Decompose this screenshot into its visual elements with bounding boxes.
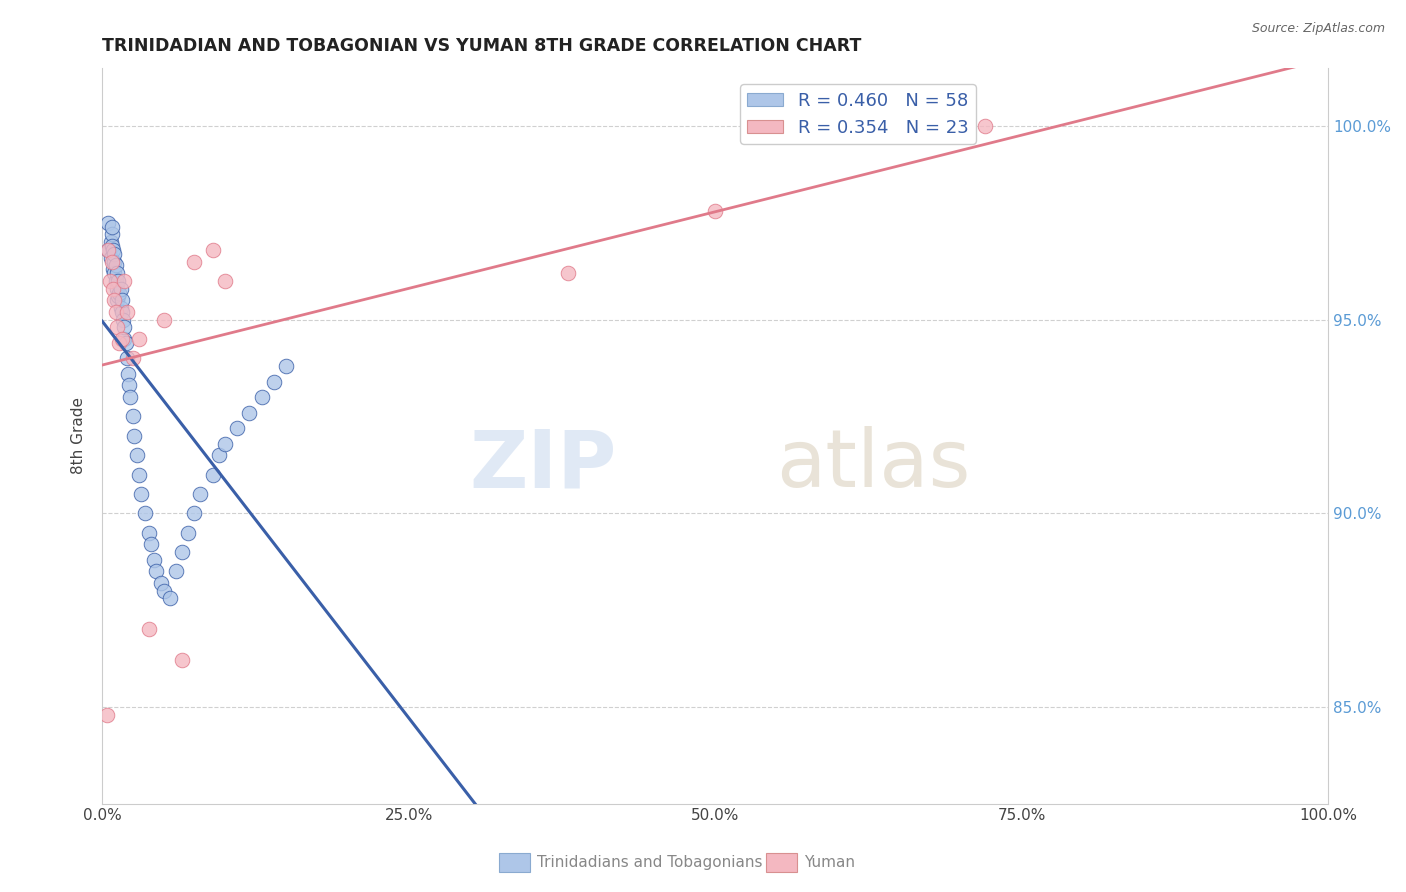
Point bbox=[152, 312, 174, 326]
Point bbox=[134, 506, 156, 520]
Point bbox=[97, 243, 120, 257]
Point bbox=[117, 367, 139, 381]
Point bbox=[152, 583, 174, 598]
Point bbox=[170, 545, 193, 559]
Text: Source: ZipAtlas.com: Source: ZipAtlas.com bbox=[1251, 22, 1385, 36]
Point bbox=[105, 282, 128, 296]
Point bbox=[101, 239, 124, 253]
Point bbox=[170, 653, 193, 667]
Point bbox=[165, 564, 187, 578]
Point bbox=[122, 429, 145, 443]
Point bbox=[238, 406, 260, 420]
Point bbox=[128, 467, 150, 482]
Point bbox=[121, 409, 143, 424]
Point bbox=[214, 436, 236, 450]
Point bbox=[104, 274, 127, 288]
Point bbox=[103, 254, 125, 268]
Point bbox=[104, 305, 127, 319]
Point bbox=[112, 274, 135, 288]
Point bbox=[103, 262, 125, 277]
Point bbox=[105, 320, 128, 334]
Point bbox=[111, 293, 134, 308]
Point bbox=[208, 448, 231, 462]
Point bbox=[183, 506, 205, 520]
Y-axis label: 8th Grade: 8th Grade bbox=[72, 397, 86, 475]
Point bbox=[263, 375, 285, 389]
Point bbox=[131, 487, 153, 501]
Point bbox=[101, 254, 124, 268]
Point bbox=[201, 467, 224, 482]
Point bbox=[138, 623, 160, 637]
Point bbox=[96, 707, 118, 722]
Point bbox=[150, 576, 173, 591]
Point bbox=[103, 293, 125, 308]
Point bbox=[120, 390, 142, 404]
Point bbox=[177, 525, 200, 540]
Point bbox=[188, 487, 211, 501]
Point bbox=[105, 266, 128, 280]
Point bbox=[111, 305, 134, 319]
Point bbox=[100, 235, 122, 250]
Point bbox=[226, 421, 249, 435]
Point bbox=[111, 332, 134, 346]
Point bbox=[104, 259, 127, 273]
Point bbox=[101, 227, 124, 242]
Text: atlas: atlas bbox=[776, 426, 972, 504]
Point bbox=[115, 305, 138, 319]
Point bbox=[138, 525, 160, 540]
Point bbox=[704, 204, 727, 219]
Text: ZIP: ZIP bbox=[470, 426, 617, 504]
Text: Trinidadians and Tobagonians: Trinidadians and Tobagonians bbox=[537, 855, 762, 870]
Point bbox=[128, 332, 150, 346]
Point bbox=[112, 320, 135, 334]
Point bbox=[107, 274, 129, 288]
Point bbox=[110, 282, 132, 296]
Legend: R = 0.460   N = 58, R = 0.354   N = 23: R = 0.460 N = 58, R = 0.354 N = 23 bbox=[740, 85, 976, 144]
Point bbox=[183, 254, 205, 268]
Point bbox=[145, 564, 167, 578]
Point bbox=[274, 359, 297, 373]
Point bbox=[108, 335, 131, 350]
Text: TRINIDADIAN AND TOBAGONIAN VS YUMAN 8TH GRADE CORRELATION CHART: TRINIDADIAN AND TOBAGONIAN VS YUMAN 8TH … bbox=[103, 37, 862, 55]
Point bbox=[557, 266, 579, 280]
Point bbox=[103, 282, 125, 296]
Point bbox=[103, 247, 125, 261]
Point bbox=[159, 591, 181, 606]
Point bbox=[115, 351, 138, 366]
Text: Yuman: Yuman bbox=[804, 855, 855, 870]
Point bbox=[108, 285, 131, 300]
Point bbox=[201, 243, 224, 257]
Point bbox=[98, 274, 121, 288]
Point bbox=[114, 335, 136, 350]
Point bbox=[214, 274, 236, 288]
Point bbox=[103, 243, 125, 257]
Point bbox=[103, 266, 125, 280]
Point bbox=[121, 351, 143, 366]
Point bbox=[141, 537, 163, 551]
Point bbox=[107, 289, 129, 303]
Point bbox=[101, 219, 124, 234]
Point bbox=[125, 448, 148, 462]
Point bbox=[142, 552, 165, 566]
Point bbox=[105, 293, 128, 308]
Point bbox=[973, 119, 995, 133]
Point bbox=[97, 216, 120, 230]
Point bbox=[250, 390, 273, 404]
Point bbox=[97, 243, 120, 257]
Point bbox=[100, 251, 122, 265]
Point bbox=[112, 312, 135, 326]
Point bbox=[110, 301, 132, 315]
Point bbox=[112, 332, 135, 346]
Point bbox=[118, 378, 141, 392]
